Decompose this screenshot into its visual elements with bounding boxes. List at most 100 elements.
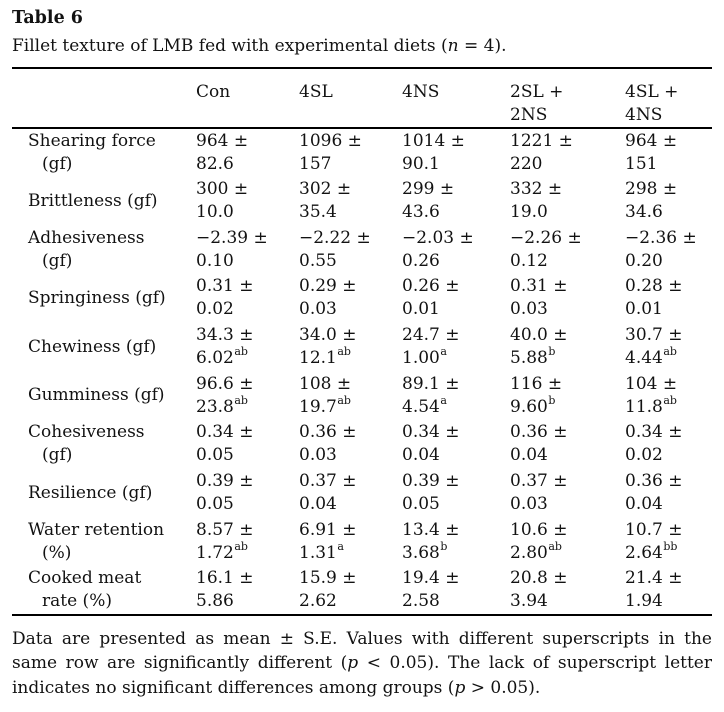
value-cell: 0.28 ±0.01 — [625, 274, 712, 323]
mean-value: 6.91 ± — [299, 519, 357, 540]
mean-value: 300 ± — [196, 179, 249, 200]
se-value: 3.68b — [402, 540, 510, 565]
mean-value: 30.7 ± — [625, 325, 683, 346]
row-label-line: Springiness (gf) — [28, 287, 166, 308]
se-value: 3.94 — [510, 590, 625, 613]
se-number: 0.02 — [196, 299, 234, 320]
se-value: 0.55 — [299, 250, 402, 273]
footnote-text: Data are presented as mean ± S.E. Values… — [12, 628, 712, 674]
se-number: 82.6 — [196, 153, 234, 174]
se-value: 4.54a — [402, 395, 510, 419]
column-header-4ns: 4NS — [402, 68, 510, 129]
row-label-line: Cooked meat — [28, 568, 142, 589]
table-row: Adhesiveness (gf) −2.39 ±0.10 −2.22 ±0.55 −2… — [12, 225, 712, 274]
se-value: 0.01 — [625, 298, 712, 321]
significance-superscript: ab — [234, 345, 248, 359]
mean-value: −2.36 ± — [625, 227, 697, 248]
se-number: 0.20 — [625, 250, 663, 271]
value-cell: 964 ±151 — [625, 128, 712, 177]
significance-superscript: ab — [337, 394, 351, 408]
table-row: Water retention (%) 8.57 ±1.72ab 6.91 ±1.31… — [12, 518, 712, 567]
row-label-line: Gumminess (gf) — [28, 385, 165, 406]
se-number: 11.8 — [625, 396, 663, 417]
value-cell: 96.6 ±23.8ab — [196, 371, 299, 420]
significance-superscript: ab — [234, 394, 248, 408]
row-label-line: Cohesiveness — [28, 422, 145, 443]
value-cell: 16.1 ±5.86 — [196, 566, 299, 615]
table-caption: Fillet texture of LMB fed with experimen… — [12, 34, 712, 58]
se-number: 0.05 — [196, 494, 234, 515]
se-value: 1.94 — [625, 590, 712, 613]
value-cell: 964 ±82.6 — [196, 128, 299, 177]
table-header: Con 4SL 4NS 2SL + 2NS 4SL + 4NS — [12, 68, 712, 129]
se-number: 12.1 — [299, 348, 337, 369]
se-value: 0.20 — [625, 250, 712, 273]
se-number: 19.0 — [510, 202, 548, 223]
significance-superscript: b — [440, 540, 448, 554]
se-number: 3.94 — [510, 591, 548, 612]
se-number: 90.1 — [402, 153, 440, 174]
mean-value: 1221 ± — [510, 130, 573, 151]
table-row: Brittleness (gf) 300 ±10.0 302 ±35.4 299 ±4… — [12, 177, 712, 226]
header-row-label-spacer — [12, 68, 196, 129]
mean-value: 8.57 ± — [196, 519, 254, 540]
column-header-4sl: 4SL — [299, 68, 402, 129]
mean-value: 1014 ± — [402, 130, 465, 151]
mean-value: 20.8 ± — [510, 568, 568, 589]
value-cell: 332 ±19.0 — [510, 177, 625, 226]
value-cell: 0.29 ±0.03 — [299, 274, 402, 323]
value-cell: 0.36 ±0.04 — [625, 469, 712, 518]
mean-value: 13.4 ± — [402, 519, 460, 540]
se-number: 0.10 — [196, 250, 234, 271]
value-cell: 89.1 ±4.54a — [402, 371, 510, 420]
se-value: 82.6 — [196, 153, 299, 176]
mean-value: 964 ± — [196, 130, 249, 151]
value-cell: 104 ±11.8ab — [625, 371, 712, 420]
table-row: Gumminess (gf) 96.6 ±23.8ab 108 ±19.7ab 89.… — [12, 371, 712, 420]
mean-value: 10.7 ± — [625, 519, 683, 540]
row-label-line: (%) — [42, 542, 72, 563]
value-cell: 298 ±34.6 — [625, 177, 712, 226]
row-label: Cooked meat rate (%) — [12, 566, 196, 615]
value-cell: 0.36 ±0.03 — [299, 420, 402, 469]
value-cell: 21.4 ±1.94 — [625, 566, 712, 615]
se-value: 35.4 — [299, 201, 402, 224]
value-cell: 299 ±43.6 — [402, 177, 510, 226]
value-cell: 108 ±19.7ab — [299, 371, 402, 420]
mean-value: 116 ± — [510, 373, 563, 394]
se-number: 0.05 — [196, 445, 234, 466]
table-row: Cooked meat rate (%) 16.1 ±5.86 15.9 ±2.62 1… — [12, 566, 712, 615]
se-value: 0.03 — [299, 444, 402, 467]
value-cell: 15.9 ±2.62 — [299, 566, 402, 615]
mean-value: 0.37 ± — [299, 471, 357, 492]
mean-value: −2.39 ± — [196, 227, 268, 248]
se-number: 3.68 — [402, 542, 440, 563]
se-value: 5.86 — [196, 590, 299, 613]
row-label-line: (gf) — [42, 153, 73, 174]
se-number: 157 — [299, 153, 332, 174]
se-number: 9.60 — [510, 396, 548, 417]
significance-superscript: ab — [663, 394, 677, 408]
se-number: 0.03 — [299, 445, 337, 466]
se-value: 10.0 — [196, 201, 299, 224]
se-value: 4.44ab — [625, 346, 712, 370]
significance-superscript: a — [337, 540, 344, 554]
value-cell: 116 ±9.60b — [510, 371, 625, 420]
row-label-line: rate (%) — [42, 591, 112, 612]
mean-value: 15.9 ± — [299, 568, 357, 589]
se-value: 0.10 — [196, 250, 299, 273]
mean-value: 299 ± — [402, 179, 455, 200]
mean-value: 1096 ± — [299, 130, 362, 151]
value-cell: 20.8 ±3.94 — [510, 566, 625, 615]
se-value: 157 — [299, 153, 402, 176]
row-label: Cohesiveness (gf) — [12, 420, 196, 469]
row-label-line: (gf) — [42, 250, 73, 271]
table-row: Resilience (gf) 0.39 ±0.05 0.37 ±0.04 0.39 … — [12, 469, 712, 518]
table-row: Chewiness (gf) 34.3 ±6.02ab 34.0 ±12.1ab 24… — [12, 323, 712, 372]
mean-value: 298 ± — [625, 179, 678, 200]
se-value: 9.60b — [510, 395, 625, 419]
significance-superscript: ab — [548, 540, 562, 554]
se-value: 0.03 — [510, 493, 625, 516]
row-label-line: Adhesiveness — [28, 227, 145, 248]
